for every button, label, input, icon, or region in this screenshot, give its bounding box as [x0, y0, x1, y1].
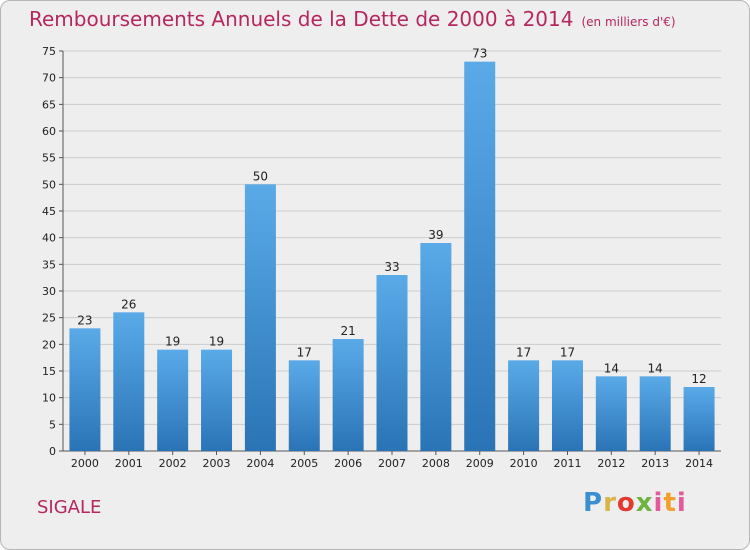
y-tick-label: 60: [42, 125, 56, 138]
bar-2007: [376, 275, 408, 451]
proxiti-logo: Proxiti: [583, 488, 687, 518]
y-tick-label: 0: [49, 445, 56, 458]
data-label-2005: 17: [297, 345, 312, 359]
y-tick-label: 75: [42, 45, 56, 58]
x-tick-label-2011: 2011: [553, 457, 581, 470]
x-tick-label-2014: 2014: [685, 457, 713, 470]
data-label-2013: 14: [648, 361, 663, 375]
data-label-2007: 33: [384, 260, 399, 274]
data-label-2001: 26: [121, 297, 136, 311]
data-label-2002: 19: [165, 335, 180, 349]
data-label-2012: 14: [604, 361, 619, 375]
bar-2004: [244, 184, 276, 452]
x-tick-label-2005: 2005: [290, 457, 318, 470]
bar-2013: [639, 376, 671, 451]
y-tick-label: 20: [42, 338, 56, 351]
x-tick-label-2013: 2013: [641, 457, 669, 470]
city-name: SIGALE: [37, 497, 102, 518]
x-tick-label-2009: 2009: [466, 457, 494, 470]
y-tick-label: 25: [42, 312, 56, 325]
y-tick-label: 10: [42, 392, 56, 405]
bar-2009: [464, 61, 496, 452]
y-tick-label: 45: [42, 205, 56, 218]
y-tick-label: 5: [49, 418, 56, 431]
data-label-2010: 17: [516, 345, 531, 359]
x-tick-label-2000: 2000: [71, 457, 99, 470]
bar-2014: [683, 387, 715, 451]
data-label-2011: 17: [560, 345, 575, 359]
x-tick-label-2006: 2006: [334, 457, 362, 470]
x-tick-label-2012: 2012: [597, 457, 625, 470]
data-label-2000: 23: [77, 313, 92, 327]
y-tick-label: 40: [42, 232, 56, 245]
x-tick-label-2008: 2008: [422, 457, 450, 470]
x-tick-label-2002: 2002: [159, 457, 187, 470]
chart-unit: (en milliers d'€): [581, 15, 676, 29]
data-label-2006: 21: [340, 324, 355, 338]
y-tick-label: 65: [42, 98, 56, 111]
y-tick-label: 30: [42, 285, 56, 298]
bar-2003: [201, 349, 233, 451]
x-tick-label-2004: 2004: [246, 457, 274, 470]
bar-2000: [69, 328, 101, 451]
bar-2002: [157, 349, 189, 451]
data-label-2008: 39: [428, 228, 443, 242]
bars: [69, 61, 715, 452]
labels: 0 5 10 15 20 25 30 35 40 45 50 55 60 65 70 75 2000 23 2001…: [42, 45, 713, 470]
chart-title: Remboursements Annuels de la Dette de 20…: [29, 7, 676, 31]
y-tick-label: 50: [42, 178, 56, 191]
y-tick-label: 15: [42, 365, 56, 378]
bar-2006: [332, 339, 364, 451]
bar-2008: [420, 243, 452, 451]
y-tick-label: 70: [42, 72, 56, 85]
x-tick-label-2007: 2007: [378, 457, 406, 470]
data-label-2004: 50: [253, 169, 268, 183]
data-label-2014: 12: [691, 372, 706, 386]
bar-2001: [113, 312, 145, 451]
y-tick-label: 35: [42, 258, 56, 271]
x-tick-label-2003: 2003: [203, 457, 231, 470]
data-label-2003: 19: [209, 335, 224, 349]
x-tick-label-2010: 2010: [510, 457, 538, 470]
chart-title-text: Remboursements Annuels de la Dette de 20…: [29, 7, 574, 31]
bar-2011: [551, 360, 583, 451]
data-label-2009: 73: [472, 47, 487, 61]
bar-2012: [595, 376, 627, 451]
x-tick-label-2001: 2001: [115, 457, 143, 470]
y-tick-label: 55: [42, 152, 56, 165]
bar-2010: [508, 360, 540, 451]
bar-2005: [288, 360, 320, 451]
